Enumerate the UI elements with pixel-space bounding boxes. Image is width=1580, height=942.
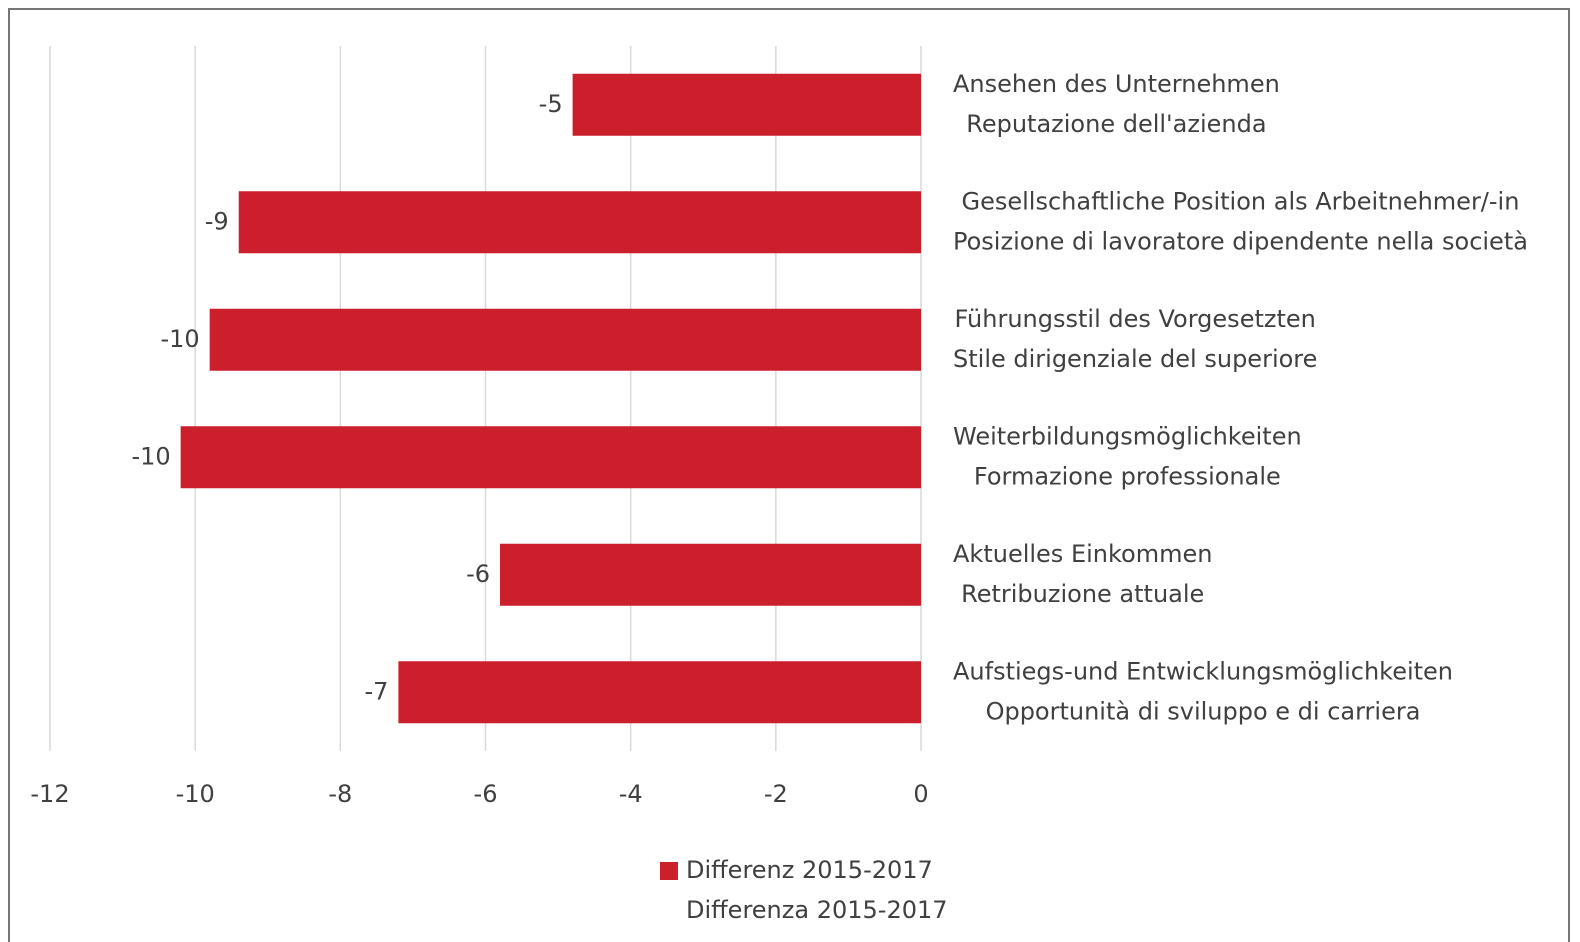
x-tick-label: -2: [764, 780, 788, 808]
category-label: Reputazione dell'azienda: [966, 110, 1266, 138]
legend-label: Differenz 2015-2017: [686, 856, 933, 884]
bar: [500, 543, 921, 606]
x-tick-label: -12: [30, 780, 69, 808]
x-tick-label: -10: [176, 780, 215, 808]
x-tick-label: -4: [619, 780, 643, 808]
data-label: -10: [131, 442, 170, 470]
legend-swatch: [660, 862, 678, 880]
data-label: -10: [160, 325, 199, 353]
category-label: Führungsstil des Vorgesetzten: [955, 305, 1316, 333]
data-label: -5: [539, 90, 563, 118]
category-label: Stile dirigenziale del superiore: [953, 345, 1317, 373]
legend-label: Differenza 2015-2017: [686, 896, 948, 924]
data-label: -9: [205, 207, 229, 235]
category-label: Opportunità di sviluppo e di carriera: [986, 697, 1421, 725]
bar: [180, 426, 921, 489]
category-label: Ansehen des Unternehmen: [953, 70, 1280, 98]
x-tick-label: -8: [328, 780, 352, 808]
data-label: -6: [466, 560, 490, 588]
category-label: Aktuelles Einkommen: [953, 540, 1212, 568]
category-label: Aufstiegs-und Entwicklungsmöglichkeiten: [953, 657, 1453, 685]
category-label: Posizione di lavoratore dipendente nella…: [953, 227, 1528, 255]
category-label: Gesellschaftliche Position als Arbeitneh…: [962, 187, 1520, 215]
category-label: Retribuzione attuale: [961, 580, 1204, 608]
bar: [209, 308, 921, 371]
chart-frame: [8, 8, 1570, 942]
category-label: Formazione professionale: [974, 462, 1281, 490]
bar: [238, 191, 921, 254]
data-label: -7: [364, 677, 388, 705]
bar: [572, 73, 921, 136]
bar: [398, 661, 921, 724]
x-tick-label: -6: [474, 780, 498, 808]
x-tick-label: 0: [913, 780, 928, 808]
category-label: Weiterbildungsmöglichkeiten: [953, 422, 1302, 450]
